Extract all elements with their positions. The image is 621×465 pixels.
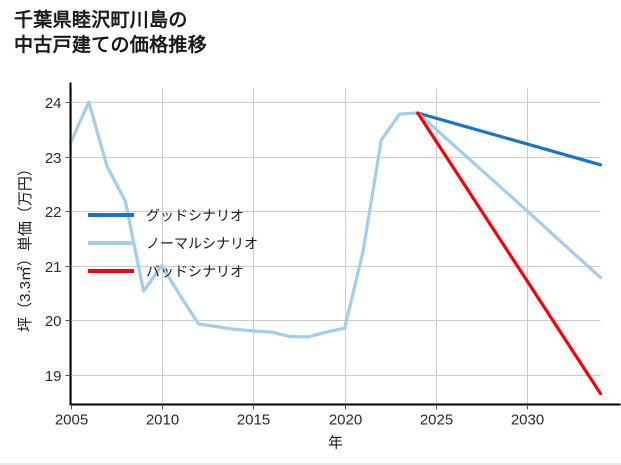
series-line-3 xyxy=(416,111,603,396)
legend-label-3: バッドシナリオ xyxy=(146,264,244,280)
axis-labels: 19 20 21 22 23 24 2005 2010 2015 2020 2025 2030 年 坪（3… xyxy=(17,95,544,452)
x-tick-label: 2005 xyxy=(55,412,88,429)
y-tick-label: 20 xyxy=(45,313,62,330)
y-axis-title: 坪（3.3㎡）単価（万円） xyxy=(17,161,34,332)
x-tick-label: 2010 xyxy=(146,412,179,429)
y-tick-label: 23 xyxy=(45,150,62,167)
y-tick-label: 24 xyxy=(45,95,62,112)
x-tick-label: 2030 xyxy=(511,412,544,429)
y-tick-label: 22 xyxy=(45,204,62,221)
series-line-1 xyxy=(416,111,603,167)
series-line-2 xyxy=(68,100,603,339)
x-tick-label: 2015 xyxy=(237,412,270,429)
legend-label-2: ノーマルシナリオ xyxy=(146,236,258,252)
y-tick-label: 19 xyxy=(45,368,62,385)
data-series-layer xyxy=(68,100,603,396)
axis-ticks xyxy=(65,102,528,410)
x-axis-title: 年 xyxy=(328,435,343,452)
chart-title: 千葉県睦沢町川島の 中古戸建ての価格推移 xyxy=(14,10,208,56)
y-tick-label: 21 xyxy=(45,259,62,276)
x-tick-label: 2020 xyxy=(329,412,362,429)
x-tick-label: 2025 xyxy=(420,412,453,429)
legend-label-1: グッドシナリオ xyxy=(146,208,244,224)
